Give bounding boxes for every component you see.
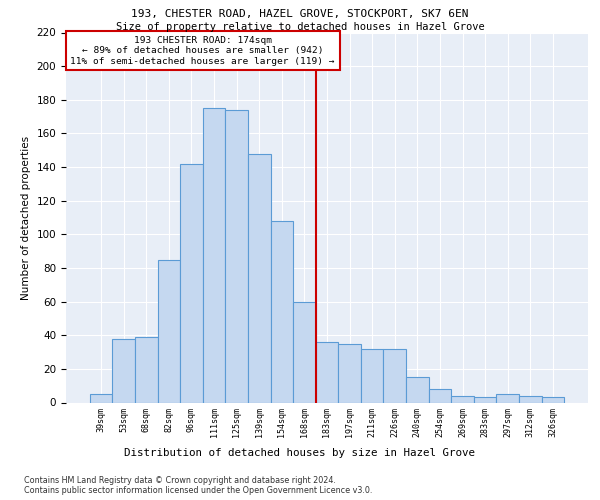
Text: 193, CHESTER ROAD, HAZEL GROVE, STOCKPORT, SK7 6EN: 193, CHESTER ROAD, HAZEL GROVE, STOCKPOR…: [131, 9, 469, 19]
Bar: [496, 394, 519, 402]
Bar: [316, 342, 338, 402]
Y-axis label: Number of detached properties: Number of detached properties: [21, 136, 31, 300]
Bar: [361, 348, 383, 403]
Bar: [338, 344, 361, 402]
Bar: [542, 398, 564, 402]
Bar: [383, 348, 406, 403]
Bar: [90, 394, 112, 402]
Bar: [474, 398, 496, 402]
Bar: [135, 337, 158, 402]
Bar: [519, 396, 542, 402]
Text: Contains public sector information licensed under the Open Government Licence v3: Contains public sector information licen…: [24, 486, 373, 495]
Text: Contains HM Land Registry data © Crown copyright and database right 2024.: Contains HM Land Registry data © Crown c…: [24, 476, 336, 485]
Bar: [271, 221, 293, 402]
Bar: [180, 164, 203, 402]
Bar: [406, 378, 428, 402]
Text: Distribution of detached houses by size in Hazel Grove: Distribution of detached houses by size …: [125, 448, 476, 458]
Text: Size of property relative to detached houses in Hazel Grove: Size of property relative to detached ho…: [116, 22, 484, 32]
Bar: [203, 108, 226, 403]
Bar: [451, 396, 474, 402]
Bar: [226, 110, 248, 403]
Bar: [112, 338, 135, 402]
Bar: [428, 389, 451, 402]
Bar: [293, 302, 316, 402]
Bar: [158, 260, 180, 402]
Text: 193 CHESTER ROAD: 174sqm
← 89% of detached houses are smaller (942)
11% of semi-: 193 CHESTER ROAD: 174sqm ← 89% of detach…: [70, 36, 335, 66]
Bar: [248, 154, 271, 402]
